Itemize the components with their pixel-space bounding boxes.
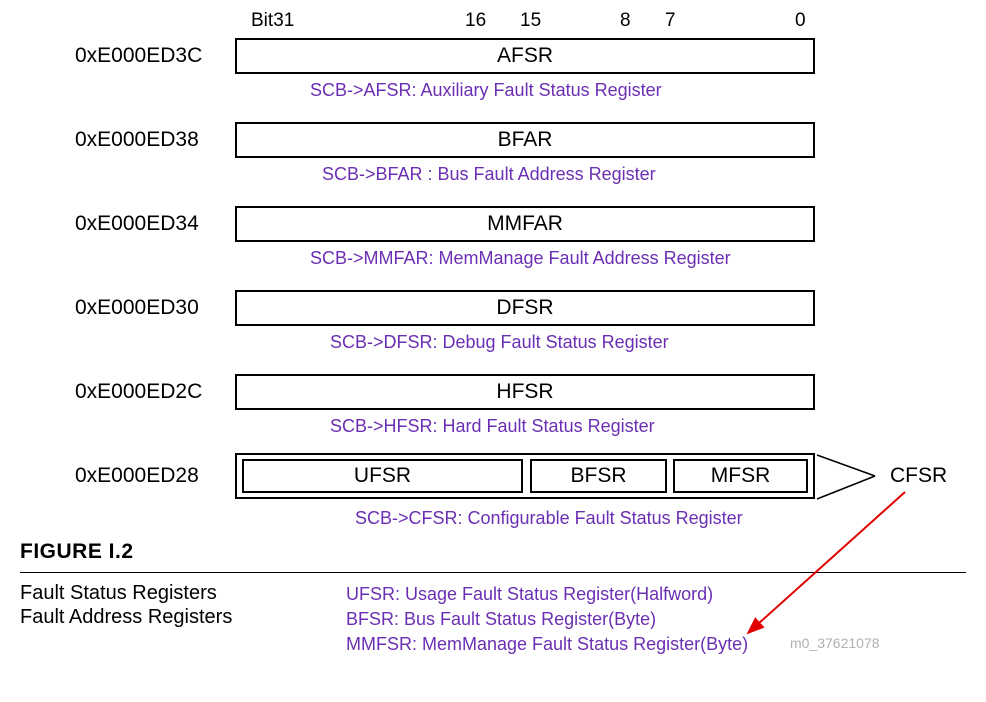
reg-name-afsr: AFSR <box>497 44 553 68</box>
legend-mmfsr: MMFSR: MemManage Fault Status Register(B… <box>346 632 748 656</box>
cfsr-label: CFSR <box>890 464 947 488</box>
cfsr-field-ufsr: UFSR <box>242 459 523 493</box>
addr-dfsr: 0xE000ED30 <box>75 296 199 320</box>
bit-label-16: 16 <box>465 10 486 32</box>
cfsr-field-mfsr: MFSR <box>673 459 808 493</box>
reg-name-hfsr: HFSR <box>496 380 553 404</box>
addr-hfsr: 0xE000ED2C <box>75 380 202 404</box>
desc-dfsr: SCB->DFSR: Debug Fault Status Register <box>330 332 669 353</box>
reg-name-bfar: BFAR <box>498 128 553 152</box>
reg-box-hfsr: HFSR <box>235 374 815 410</box>
addr-bfar: 0xE000ED38 <box>75 128 199 152</box>
desc-afsr: SCB->AFSR: Auxiliary Fault Status Regist… <box>310 80 662 101</box>
caption-1: Fault Status Registers <box>20 582 217 605</box>
addr-mmfar: 0xE000ED34 <box>75 212 199 236</box>
caption-2: Fault Address Registers <box>20 606 232 629</box>
reg-box-afsr: AFSR <box>235 38 815 74</box>
desc-hfsr: SCB->HFSR: Hard Fault Status Register <box>330 416 655 437</box>
cfsr-field-bfsr: BFSR <box>530 459 667 493</box>
watermark: m0_37621078 <box>790 635 880 651</box>
addr-afsr: 0xE000ED3C <box>75 44 202 68</box>
bit-label-7: 7 <box>665 10 676 32</box>
cfsr-field-ufsr-label: UFSR <box>354 464 411 488</box>
cfsr-field-bfsr-label: BFSR <box>570 464 626 488</box>
desc-cfsr: SCB->CFSR: Configurable Fault Status Reg… <box>355 508 743 529</box>
reg-box-mmfar: MMFAR <box>235 206 815 242</box>
desc-mmfar: SCB->MMFAR: MemManage Fault Address Regi… <box>310 248 731 269</box>
register-diagram: Bit31 16 15 8 7 0 0xE000ED3C AFSR SCB->A… <box>20 10 966 692</box>
figure-number: FIGURE I.2 <box>20 540 134 564</box>
reg-box-bfar: BFAR <box>235 122 815 158</box>
bit-header-prefix: Bit31 <box>251 10 294 32</box>
cfsr-field-mfsr-label: MFSR <box>711 464 771 488</box>
reg-box-dfsr: DFSR <box>235 290 815 326</box>
figure-divider <box>20 572 966 573</box>
reg-name-dfsr: DFSR <box>496 296 553 320</box>
legend-bfsr: BFSR: Bus Fault Status Register(Byte) <box>346 607 656 631</box>
reg-name-mmfar: MMFAR <box>487 212 563 236</box>
desc-bfar: SCB->BFAR : Bus Fault Address Register <box>322 164 656 185</box>
bit-label-8: 8 <box>620 10 631 32</box>
bit-label-0: 0 <box>795 10 806 32</box>
legend-ufsr: UFSR: Usage Fault Status Register(Halfwo… <box>346 582 713 606</box>
bit-label-15: 15 <box>520 10 541 32</box>
addr-cfsr: 0xE000ED28 <box>75 464 199 488</box>
